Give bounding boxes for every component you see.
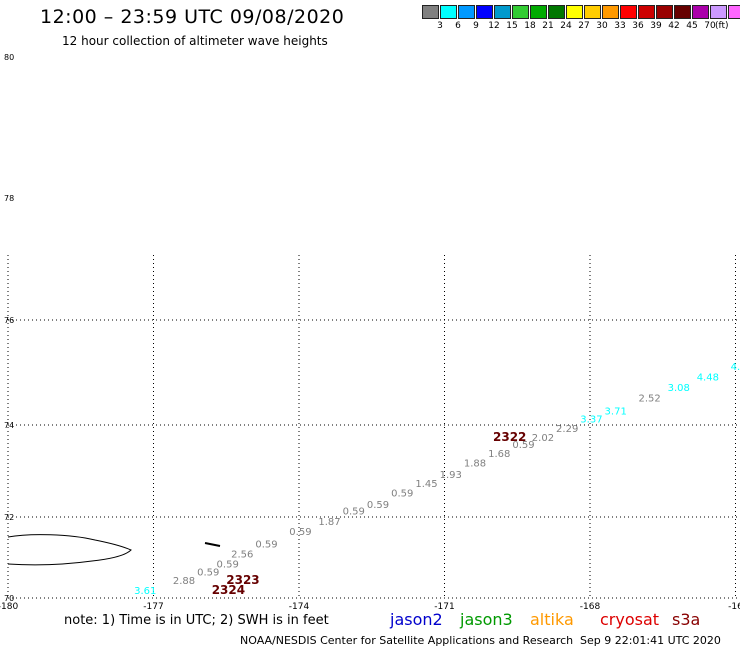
legend-swatch: [602, 5, 619, 19]
legend-label: 15: [506, 21, 518, 31]
legend-swatch: [458, 5, 475, 19]
color-legend: 3 6 9 12 15 18 21 24 27 30 33 36 39 42 45 70: [422, 5, 740, 33]
lat-tick-label: 78: [4, 194, 14, 203]
legend-label: 18: [524, 21, 536, 31]
satellite-jason3: jason3: [460, 610, 513, 629]
swh-label: 0.59: [217, 560, 239, 571]
swh-label: 2.52: [639, 393, 661, 404]
map-title: 12:00 – 23:59 UTC 09/08/2020: [40, 6, 345, 28]
legend-swatch: [584, 5, 601, 19]
generated-timestamp: Sep 9 22:01:41 UTC 2020: [580, 634, 721, 647]
lon-tick-label: -171: [434, 602, 454, 612]
swh-label: 0.59: [367, 500, 389, 511]
credit-text: NOAA/NESDIS Center for Satellite Applica…: [240, 634, 574, 647]
lon-tick-label: -168: [580, 602, 601, 612]
legend-label: 24: [560, 21, 572, 31]
legend-label: 3: [437, 21, 443, 31]
satellite-jason2: jason2: [390, 610, 443, 629]
legend-label: 70: [704, 21, 716, 31]
legend-label: 42: [668, 21, 680, 31]
swh-label: 3.37: [580, 414, 602, 425]
legend-swatch: [620, 5, 637, 19]
legend-swatch: [692, 5, 709, 19]
legend-swatch: [674, 5, 691, 19]
small-island: [204, 542, 221, 547]
swh-label: 2.88: [173, 576, 195, 587]
legend-swatch: [530, 5, 547, 19]
legend-label: 6: [455, 21, 461, 31]
legend-swatches: [422, 5, 740, 19]
satellite-cryosat: cryosat: [600, 610, 660, 629]
legend-swatch: [566, 5, 583, 19]
swh-label: 0.59: [289, 527, 311, 538]
swh-label: 2.56: [231, 550, 253, 561]
legend-label: 27: [578, 21, 590, 31]
lat-tick-label: 80: [4, 53, 14, 62]
swh-label: 4.48: [697, 372, 719, 383]
legend-swatch: [494, 5, 511, 19]
swh-label: 0.59: [512, 440, 534, 451]
swh-label: 1.45: [415, 479, 437, 490]
swh-label: 0.59: [343, 507, 365, 518]
lon-tick-label: -177: [143, 602, 163, 612]
legend-labels: 3 6 9 12 15 18 21 24 27 30 33 36 39 42 45 70: [422, 21, 740, 33]
legend-label: 12: [488, 21, 500, 31]
swh-label: 0.59: [255, 539, 277, 550]
legend-swatch: [422, 5, 439, 19]
map-subtitle: 12 hour collection of altimeter wave hei…: [62, 34, 328, 48]
lon-tick-label: -180: [0, 602, 18, 612]
legend-swatch: [476, 5, 493, 19]
legend-label: 30: [596, 21, 608, 31]
swh-label: 1.68: [488, 449, 510, 460]
lat-tick-label: 74: [4, 421, 14, 430]
lat-tick-label: 72: [4, 513, 14, 522]
lon-tick-label: -16: [728, 602, 740, 612]
legend-swatch: [728, 5, 740, 19]
time-label: 2322: [493, 430, 526, 444]
swh-label: 3.08: [668, 383, 690, 394]
swh-label: 0.59: [197, 568, 219, 579]
legend-swatch: [440, 5, 457, 19]
legend-label: 39: [650, 21, 662, 31]
legend-swatch: [638, 5, 655, 19]
swh-label: 4.07: [731, 362, 740, 373]
legend-label: 33: [614, 21, 626, 31]
time-label: 2324: [212, 583, 245, 597]
lat-tick-label: 76: [4, 316, 14, 325]
legend-label: 45: [686, 21, 698, 31]
swh-label: 1.88: [464, 458, 486, 469]
legend-label: 9: [473, 21, 479, 31]
legend-label: 36: [632, 21, 644, 31]
swh-label: 3.61: [134, 586, 156, 597]
coastline: [7, 534, 132, 566]
swh-label: 3.71: [605, 407, 627, 418]
legend-label: 21: [542, 21, 554, 31]
legend-swatch: [656, 5, 673, 19]
legend-swatch: [548, 5, 565, 19]
lat-tick-label: 70: [4, 594, 14, 603]
lon-tick-label: -174: [289, 602, 310, 612]
legend-swatch: [710, 5, 727, 19]
legend-swatch: [512, 5, 529, 19]
swh-label: 2.29: [556, 424, 578, 435]
legend-unit: (ft): [715, 21, 729, 31]
satellite-s3a: s3a: [672, 610, 701, 629]
swh-label: 0.59: [391, 488, 413, 499]
time-label: 2323: [226, 573, 259, 587]
footer-note: note: 1) Time is in UTC; 2) SWH is in fe…: [64, 613, 329, 628]
swh-label: 1.87: [318, 517, 340, 528]
swh-label: 1.93: [440, 470, 462, 481]
swh-label: 2.02: [532, 433, 554, 444]
satellite-altika: altika: [530, 610, 574, 629]
